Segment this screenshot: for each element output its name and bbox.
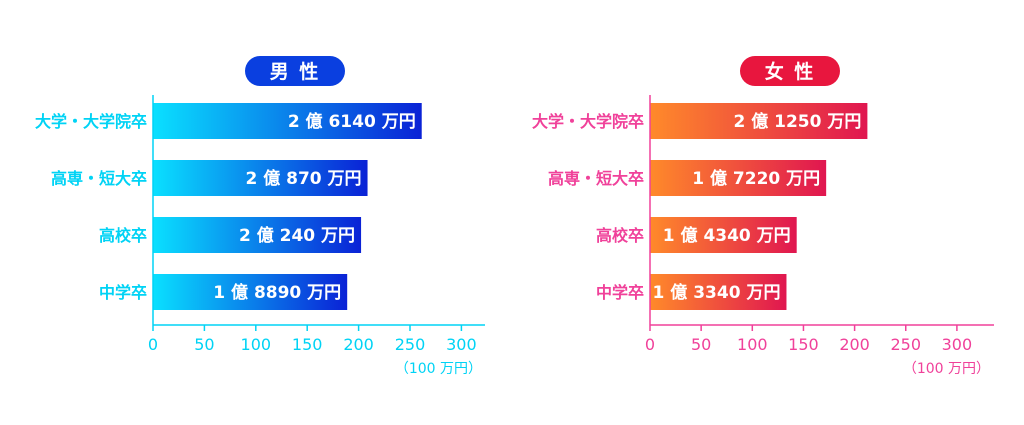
female-category-label: 高校卒 — [596, 226, 644, 245]
female-title-pill — [740, 56, 840, 86]
female-tick-label: 200 — [839, 335, 870, 354]
female-category-label: 中学卒 — [596, 283, 644, 302]
female-tick-label: 50 — [691, 335, 711, 354]
female-value-label: 2 億 1250 万円 — [733, 111, 861, 132]
female-title-text: 女 性 — [765, 60, 816, 83]
male-value-label: 2 億 870 万円 — [245, 168, 361, 189]
male-tick-label: 250 — [395, 335, 426, 354]
male-tick-label: 200 — [343, 335, 374, 354]
male-title-text: 男 性 — [270, 60, 321, 83]
male-bar — [153, 160, 368, 196]
male-title-pill — [245, 56, 345, 86]
male-tick-label: 50 — [194, 335, 214, 354]
female-tick-label: 0 — [645, 335, 655, 354]
male-value-label: 2 億 6140 万円 — [288, 111, 416, 132]
male-category-label: 高校卒 — [99, 226, 147, 245]
male-value-label: 1 億 8890 万円 — [213, 282, 341, 303]
female-title: 女 性 — [740, 56, 840, 86]
female-value-label: 1 億 3340 万円 — [653, 282, 781, 303]
male-category-label: 中学卒 — [99, 283, 147, 302]
male-tick-label: 150 — [292, 335, 323, 354]
female-bar — [650, 160, 827, 196]
female-unit-label: （100 万円） — [903, 361, 990, 377]
male-unit-label: （100 万円） — [395, 361, 482, 377]
female-tick-label: 100 — [737, 335, 768, 354]
male-tick-label: 0 — [148, 335, 158, 354]
male-value-label: 2 億 240 万円 — [239, 225, 355, 246]
male-category-label: 大学・大学院卒 — [35, 112, 147, 131]
female-tick-label: 150 — [788, 335, 819, 354]
male-bar — [153, 274, 348, 310]
female-value-label: 1 億 7220 万円 — [692, 168, 820, 189]
female-category-label: 高専・短大卒 — [548, 169, 644, 188]
male-bar — [153, 217, 362, 253]
male-category-label: 高専・短大卒 — [51, 169, 147, 188]
female-tick-label: 250 — [890, 335, 921, 354]
female-value-label: 1 億 4340 万円 — [663, 225, 791, 246]
female-bar — [650, 274, 787, 310]
male-tick-label: 300 — [446, 335, 477, 354]
female-category-label: 大学・大学院卒 — [532, 112, 644, 131]
male-title: 男 性 — [245, 56, 345, 86]
male-bar — [153, 103, 422, 139]
female-bar — [650, 217, 797, 253]
female-bar — [650, 103, 868, 139]
female-tick-label: 300 — [942, 335, 973, 354]
male-tick-label: 100 — [241, 335, 272, 354]
